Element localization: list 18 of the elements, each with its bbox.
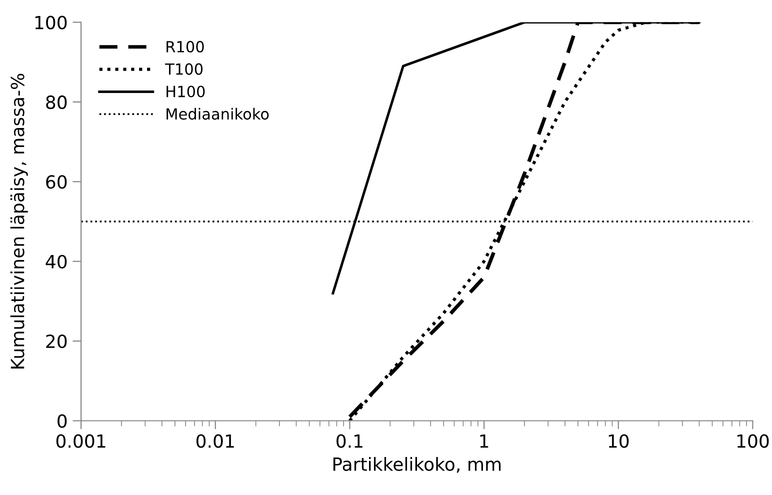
y-tick-label: 40 xyxy=(46,254,67,268)
y-axis-title: Kumulatiivinen läpäisy, massa-% xyxy=(10,74,28,368)
x-tick-label: 0.001 xyxy=(56,434,106,448)
legend-label: R100 xyxy=(166,40,204,52)
x-axis-title: Partikkelikoko, mm xyxy=(333,456,501,473)
x-tick-label: 0.1 xyxy=(336,434,362,448)
x-tick-label: 1 xyxy=(480,434,488,448)
y-tick-label: 80 xyxy=(46,95,67,110)
y-tick-label: 0 xyxy=(58,414,67,428)
y-tick-label: 100 xyxy=(35,16,67,30)
y-tick-label: 60 xyxy=(46,175,67,189)
legend-label: T100 xyxy=(165,63,203,75)
y-tick-label: 20 xyxy=(46,334,67,348)
x-tick-label: 10 xyxy=(608,434,629,448)
legend-label: H100 xyxy=(166,86,205,98)
x-tick-label: 100 xyxy=(737,434,769,448)
legend-label: Mediaanikoko xyxy=(166,108,269,120)
x-tick-label: 0.01 xyxy=(196,434,234,448)
